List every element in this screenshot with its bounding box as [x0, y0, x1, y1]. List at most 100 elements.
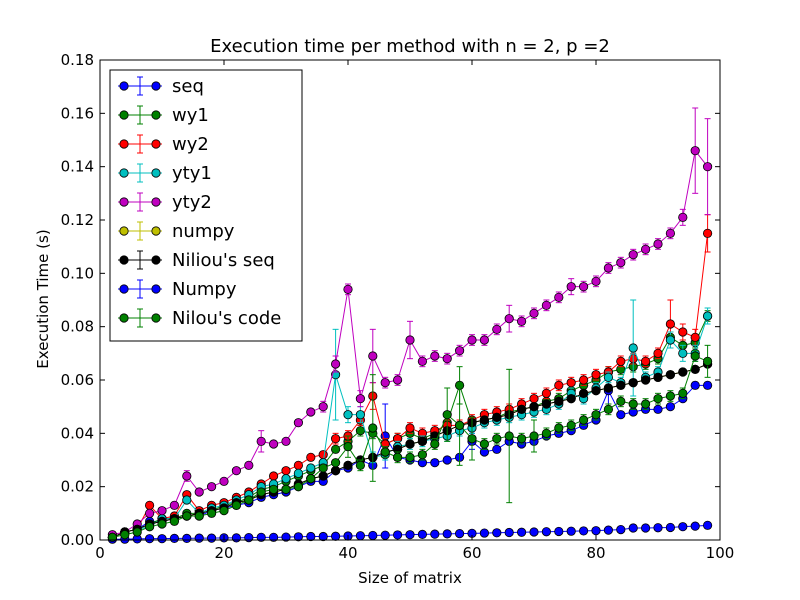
data-point — [678, 212, 688, 222]
legend-marker — [119, 168, 129, 178]
data-point — [405, 452, 415, 462]
data-point — [516, 527, 527, 537]
data-point — [591, 526, 601, 536]
data-point — [442, 410, 452, 420]
data-point — [330, 531, 341, 541]
data-point — [690, 332, 700, 342]
data-point — [157, 506, 167, 516]
data-point — [194, 511, 204, 521]
data-point — [653, 394, 663, 404]
data-point — [566, 394, 576, 404]
data-point — [541, 428, 552, 438]
data-point — [702, 311, 713, 321]
y-axis-label: Execution Time (s) — [34, 229, 52, 368]
data-point — [368, 423, 378, 433]
data-point — [653, 523, 663, 533]
legend-marker — [151, 110, 161, 120]
data-point — [281, 484, 291, 494]
data-point — [640, 399, 651, 409]
y-tick-label: 0.12 — [61, 211, 94, 229]
legend-marker — [151, 139, 161, 149]
data-point — [578, 282, 589, 292]
data-point — [182, 495, 192, 505]
data-point — [417, 436, 427, 446]
data-point — [665, 228, 676, 238]
data-point — [281, 532, 291, 542]
data-point — [430, 529, 440, 539]
x-tick-label: 0 — [95, 544, 105, 562]
data-point — [454, 528, 465, 539]
data-point — [616, 380, 626, 390]
data-point — [479, 415, 489, 425]
legend-marker — [151, 81, 161, 91]
legend-marker — [119, 81, 129, 91]
series-4 — [107, 107, 713, 540]
data-point — [678, 327, 688, 337]
legend-label: yty2 — [172, 192, 212, 213]
data-point — [603, 263, 614, 273]
data-point — [516, 434, 527, 444]
data-point — [616, 396, 626, 406]
data-point — [442, 529, 452, 539]
data-point — [306, 452, 316, 462]
data-point — [256, 487, 266, 497]
legend-marker — [119, 255, 129, 265]
data-point — [628, 250, 638, 260]
data-point — [293, 532, 303, 542]
data-point — [231, 466, 241, 476]
data-point — [330, 466, 341, 476]
data-point — [492, 444, 502, 454]
data-point — [268, 532, 279, 542]
legend-label: seq — [172, 76, 204, 97]
y-tick-label: 0.08 — [61, 318, 94, 336]
data-point — [529, 527, 539, 537]
data-point — [330, 359, 341, 369]
data-point — [479, 528, 489, 538]
data-point — [529, 394, 539, 404]
legend-item: Numpy — [118, 279, 237, 300]
data-point — [690, 146, 700, 156]
data-point — [690, 521, 700, 531]
data-point — [603, 372, 614, 382]
y-tick-label: 0.06 — [61, 371, 94, 389]
chart-title: Execution time per method with n = 2, p … — [210, 36, 610, 57]
data-point — [566, 378, 576, 388]
data-point — [355, 426, 365, 436]
data-point — [504, 314, 514, 324]
data-point — [306, 463, 316, 473]
legend-item: Niliou's seq — [118, 250, 275, 271]
data-point — [380, 378, 390, 388]
x-tick-label: 20 — [214, 544, 233, 562]
legend-marker — [151, 255, 161, 265]
data-point — [591, 370, 601, 380]
data-point — [442, 354, 452, 364]
data-point — [293, 482, 303, 492]
data-point — [541, 527, 552, 537]
data-point — [653, 348, 663, 358]
y-tick-label: 0.04 — [61, 424, 94, 442]
legend-marker — [119, 284, 129, 294]
data-point — [454, 420, 465, 430]
legend-item: numpy — [118, 221, 235, 242]
data-point — [256, 532, 266, 542]
data-point — [343, 442, 353, 452]
plot-frame — [99, 59, 721, 541]
data-point — [640, 244, 651, 254]
data-point — [231, 500, 241, 510]
data-point — [145, 522, 155, 532]
x-axis-label: Size of matrix — [358, 569, 462, 587]
data-point — [169, 500, 179, 510]
data-point — [541, 300, 552, 310]
x-tick-label: 40 — [338, 544, 357, 562]
data-point — [566, 526, 576, 536]
legend-marker — [119, 226, 129, 236]
data-point — [640, 375, 651, 385]
data-point — [256, 436, 266, 446]
data-point — [504, 431, 514, 441]
legend-label: wy2 — [172, 134, 209, 155]
data-point — [628, 378, 638, 388]
data-point — [169, 516, 179, 526]
data-point — [355, 394, 365, 404]
data-point — [665, 319, 676, 329]
data-point — [281, 474, 291, 484]
